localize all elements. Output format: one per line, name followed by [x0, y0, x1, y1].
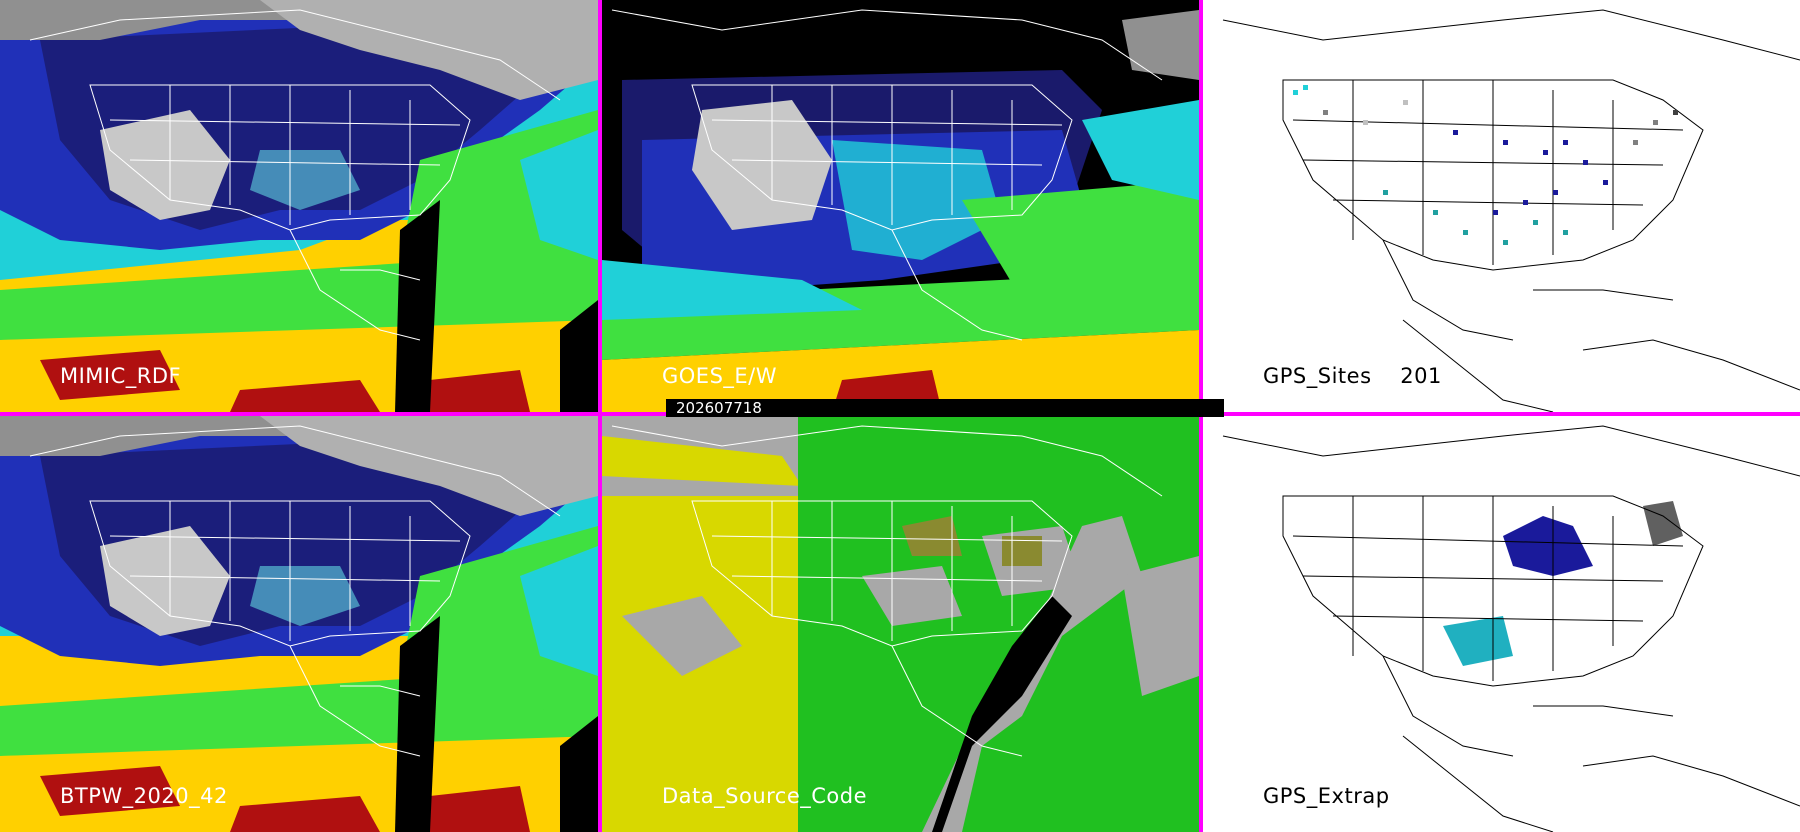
panel-label: GOES_E/W [662, 364, 778, 388]
gps-sites-map [1203, 0, 1800, 412]
data-source-map [602, 416, 1199, 832]
panel-btpw: BTPW_2020_42 [0, 416, 598, 832]
panel-label: GPS_Sites 201 [1263, 364, 1442, 388]
panel-mimic-rdf: MIMIC_RDF [0, 0, 598, 412]
timestamp-bar: 202607718 [666, 399, 1224, 417]
panel-goes: GOES_E/W [602, 0, 1199, 412]
panel-label: Data_Source_Code [662, 784, 868, 808]
panel-label: BTPW_2020_42 [60, 784, 228, 808]
panel-label: MIMIC_RDF [60, 364, 182, 388]
mimic-tpw-map [0, 0, 598, 412]
goes-tpw-map [602, 0, 1199, 412]
panel-data-source-code: Data_Source_Code [602, 416, 1199, 832]
panel-label: GPS_Extrap [1263, 784, 1390, 808]
panel-gps-sites: GPS_Sites 201 [1203, 0, 1800, 412]
panel-title: GPS_Sites [1263, 364, 1372, 388]
site-count: 201 [1400, 364, 1442, 388]
panel-gps-extrap: GPS_Extrap [1203, 416, 1800, 832]
gps-extrap-map [1203, 416, 1800, 832]
gps-site-markers [1293, 85, 1678, 245]
btpw-tpw-map [0, 416, 598, 832]
